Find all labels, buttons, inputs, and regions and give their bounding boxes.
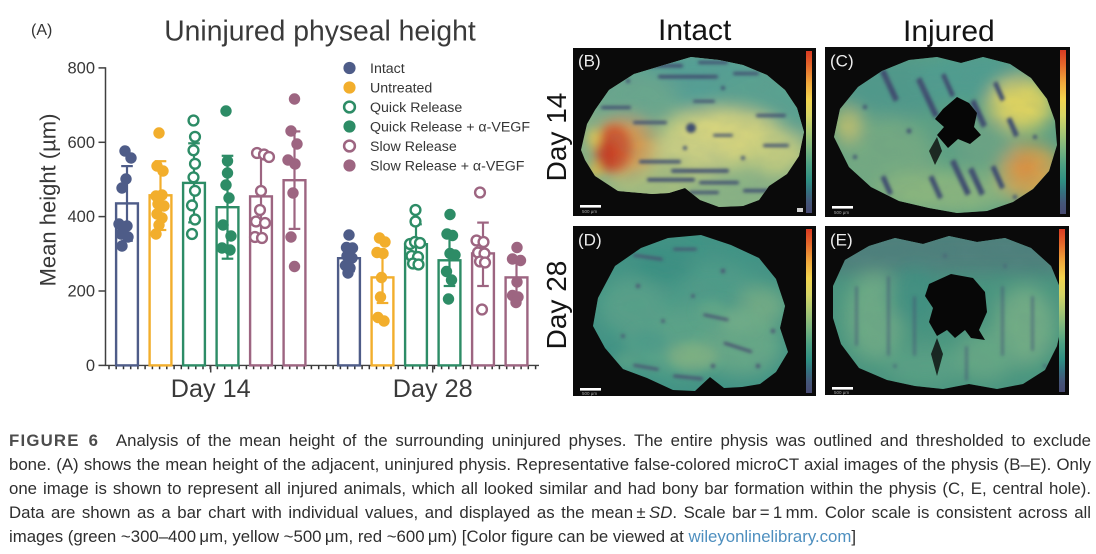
svg-text:(E): (E) xyxy=(830,231,853,250)
svg-text:0: 0 xyxy=(86,357,95,375)
svg-text:Quick Release: Quick Release xyxy=(370,100,462,116)
svg-text:Untreated: Untreated xyxy=(370,80,432,96)
svg-text:500 μm: 500 μm xyxy=(582,209,597,214)
svg-text:600: 600 xyxy=(67,134,95,152)
svg-text:200: 200 xyxy=(67,283,95,301)
svg-text:Slow Release + α-VEGF: Slow Release + α-VEGF xyxy=(370,158,525,174)
svg-text:(C): (C) xyxy=(830,52,854,71)
svg-text:500 μm: 500 μm xyxy=(834,210,849,215)
svg-text:Uninjured physeal height: Uninjured physeal height xyxy=(164,15,476,47)
svg-text:Slow Release: Slow Release xyxy=(370,139,457,155)
svg-text:500 μm: 500 μm xyxy=(582,391,597,396)
svg-text:500 μm: 500 μm xyxy=(834,390,849,395)
svg-text:(D): (D) xyxy=(578,231,602,250)
svg-text:(A): (A) xyxy=(31,22,52,39)
svg-text:Quick Release + α-VEGF: Quick Release + α-VEGF xyxy=(370,119,530,135)
svg-text:800: 800 xyxy=(67,60,95,78)
svg-text:Day 28: Day 28 xyxy=(393,375,473,403)
svg-text:(B): (B) xyxy=(578,52,601,71)
svg-text:Day 14: Day 14 xyxy=(171,375,251,403)
svg-text:400: 400 xyxy=(67,208,95,226)
svg-text:Mean height (µm): Mean height (µm) xyxy=(36,114,61,287)
svg-text:Intact: Intact xyxy=(370,61,405,77)
